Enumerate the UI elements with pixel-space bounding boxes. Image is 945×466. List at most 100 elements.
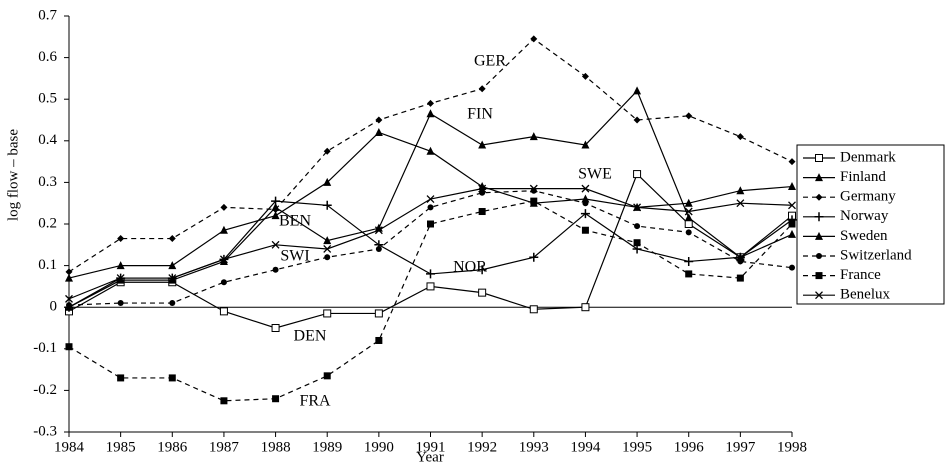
marker [815,291,823,300]
marker [323,177,332,186]
legend-label: Benelux [840,287,890,303]
marker [581,72,589,80]
annotation: FRA [299,393,331,410]
marker [220,203,228,211]
marker [815,231,823,240]
marker [323,147,331,155]
marker [65,268,73,276]
marker [814,212,824,222]
y-tick-label: -0.2 [33,382,57,398]
marker [685,229,692,236]
annotation: SWI [280,248,309,265]
annotation: BEN [279,213,311,230]
marker [736,186,745,195]
marker [582,200,589,207]
marker [66,302,72,309]
legend-label: France [840,267,881,283]
y-tick-label: 0 [50,299,58,315]
series-line [68,173,793,329]
annotation: DEN [294,328,327,345]
marker [684,213,693,222]
legend-label: Switzerland [840,247,912,263]
marker [580,209,590,219]
y-tick-label: 0.2 [38,215,57,231]
y-tick-label: 0.1 [38,257,57,273]
marker [323,372,331,380]
x-tick-label: 1992 [467,439,497,455]
legend-label: Sweden [840,228,888,244]
marker [633,116,641,124]
marker [581,184,590,193]
marker [324,254,331,261]
marker [478,208,486,216]
marker [271,202,280,211]
marker [168,235,176,243]
marker [426,282,435,291]
marker [220,397,228,405]
legend-label: Finland [840,169,886,185]
marker [219,225,228,234]
marker [815,154,823,162]
marker [117,300,124,307]
marker [788,158,796,166]
marker [323,245,332,253]
marker [375,245,382,252]
annotation: FIN [467,106,493,123]
marker [788,220,796,228]
x-tick-label: 1996 [674,439,705,455]
y-tick-label: -0.3 [33,423,57,439]
marker [323,309,332,318]
series-line [68,38,793,273]
marker [65,343,73,351]
marker [581,140,590,149]
annotation: SWE [578,166,612,183]
marker [815,173,823,182]
marker [529,305,538,314]
marker [736,274,744,282]
marker [323,236,332,245]
x-tick-label: 1995 [622,439,652,455]
x-tick-label: 1988 [261,439,291,455]
marker [736,252,745,261]
marker [634,223,641,230]
marker [427,220,434,228]
x-tick-label: 1994 [570,439,601,455]
marker [816,253,822,259]
marker [116,274,125,283]
marker [427,99,434,107]
marker [322,200,332,210]
marker [736,133,744,141]
y-axis-label: log flow – base [5,129,21,221]
marker [684,220,693,228]
annotation: GER [474,53,506,70]
marker [271,324,280,332]
marker [737,258,744,265]
marker [788,182,796,191]
series-line [68,190,793,306]
x-tick-label: 1993 [519,439,549,455]
marker [426,195,435,203]
marker [684,198,693,207]
x-tick-label: 1991 [416,439,446,455]
marker [478,288,487,297]
marker [633,239,641,247]
marker [117,374,125,382]
marker [684,207,693,216]
marker [375,116,383,124]
y-tick-label: 0.4 [38,132,57,148]
marker [685,270,693,278]
marker [789,264,795,271]
marker [219,307,228,316]
marker [272,266,279,273]
marker [374,309,383,318]
marker [219,255,228,264]
marker [736,199,745,208]
y-tick-label: 0.5 [38,91,57,107]
marker [375,336,383,344]
marker [374,127,383,136]
marker [426,269,435,279]
marker [168,274,177,283]
marker [530,197,538,205]
marker [117,235,125,243]
x-tick-label: 1986 [157,439,188,455]
